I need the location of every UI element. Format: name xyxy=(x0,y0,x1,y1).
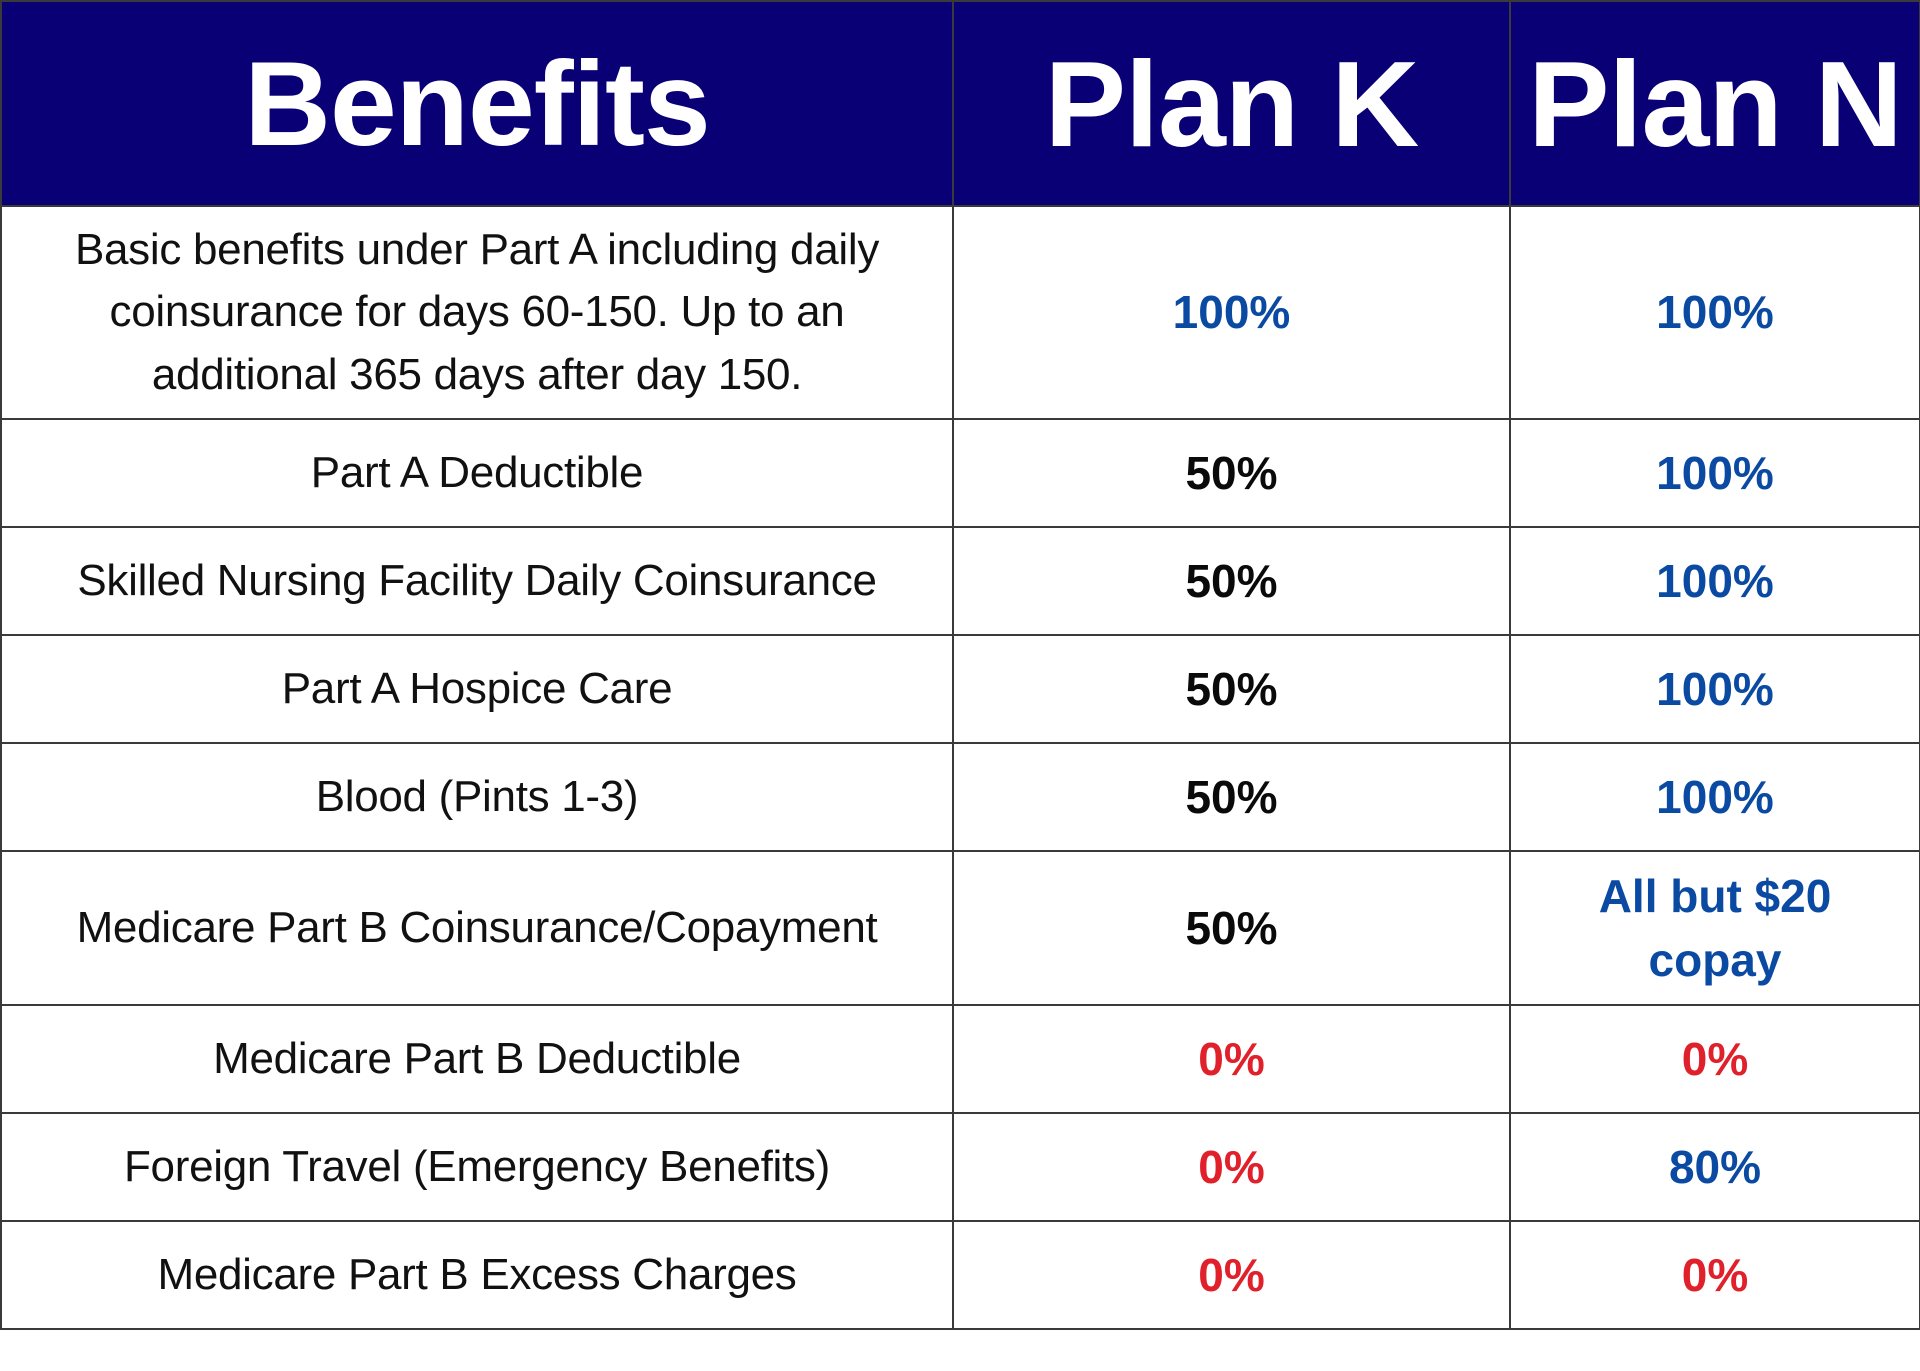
benefit-label: Medicare Part B Deductible xyxy=(0,1004,954,1114)
plan-k-value: 0% xyxy=(952,1112,1511,1222)
plan-k-value: 50% xyxy=(952,742,1511,852)
header-plan-k: Plan K xyxy=(952,0,1511,207)
plan-n-value: 0% xyxy=(1509,1220,1920,1330)
plan-n-value: 100% xyxy=(1509,742,1920,852)
table-row: Basic benefits under Part A including da… xyxy=(0,205,1920,420)
plan-n-value: 100% xyxy=(1509,205,1920,420)
plan-k-value: 0% xyxy=(952,1004,1511,1114)
plan-n-value: 80% xyxy=(1509,1112,1920,1222)
plan-k-value: 50% xyxy=(952,418,1511,528)
header-row: Benefits Plan K Plan N xyxy=(0,0,1920,207)
table-row: Medicare Part B Deductible 0% 0% xyxy=(0,1004,1920,1114)
plan-n-value: 100% xyxy=(1509,634,1920,744)
plan-n-value: All but $20 copay xyxy=(1509,850,1920,1006)
table-row: Medicare Part B Excess Charges 0% 0% xyxy=(0,1220,1920,1330)
plan-n-value: 0% xyxy=(1509,1004,1920,1114)
plan-n-value: 100% xyxy=(1509,418,1920,528)
table-row: Skilled Nursing Facility Daily Coinsuran… xyxy=(0,526,1920,636)
plan-k-value: 50% xyxy=(952,634,1511,744)
table-row: Medicare Part B Coinsurance/Copayment 50… xyxy=(0,850,1920,1006)
plan-k-value: 100% xyxy=(952,205,1511,420)
benefit-label: Blood (Pints 1-3) xyxy=(0,742,954,852)
table-row: Part A Hospice Care 50% 100% xyxy=(0,634,1920,744)
plan-k-value: 50% xyxy=(952,850,1511,1006)
table-row: Part A Deductible 50% 100% xyxy=(0,418,1920,528)
benefit-label: Foreign Travel (Emergency Benefits) xyxy=(0,1112,954,1222)
table-row: Blood (Pints 1-3) 50% 100% xyxy=(0,742,1920,852)
benefit-label: Part A Deductible xyxy=(0,418,954,528)
plan-n-value: 100% xyxy=(1509,526,1920,636)
benefit-label: Basic benefits under Part A including da… xyxy=(0,205,954,420)
benefit-label: Medicare Part B Coinsurance/Copayment xyxy=(0,850,954,1006)
header-benefits: Benefits xyxy=(0,0,954,207)
benefit-label: Part A Hospice Care xyxy=(0,634,954,744)
header-plan-n: Plan N xyxy=(1509,0,1920,207)
benefit-label: Skilled Nursing Facility Daily Coinsuran… xyxy=(0,526,954,636)
plan-k-value: 0% xyxy=(952,1220,1511,1330)
plan-k-value: 50% xyxy=(952,526,1511,636)
benefits-comparison-table: Benefits Plan K Plan N Basic benefits un… xyxy=(0,0,1920,1330)
table-row: Foreign Travel (Emergency Benefits) 0% 8… xyxy=(0,1112,1920,1222)
benefit-label: Medicare Part B Excess Charges xyxy=(0,1220,954,1330)
